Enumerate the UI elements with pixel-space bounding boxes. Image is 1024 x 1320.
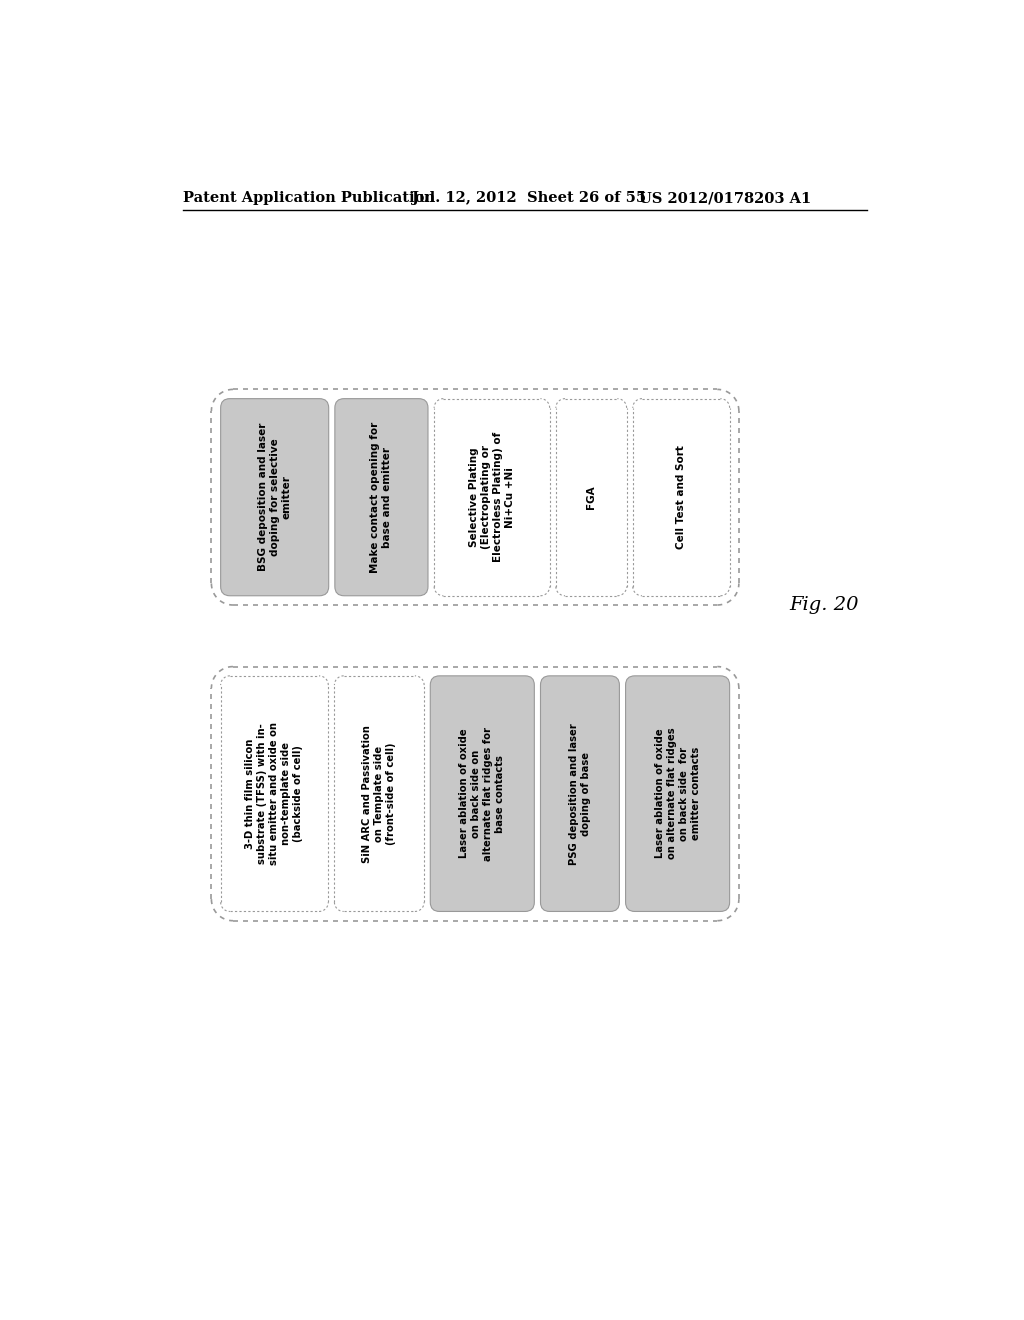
Text: Laser ablation of oxide
on alternate flat ridges
on back side  for
emitter conta: Laser ablation of oxide on alternate fla… (654, 727, 700, 859)
Text: Make contact opening for
base and emitter: Make contact opening for base and emitte… (371, 421, 392, 573)
Text: PSG deposition and laser
doping of base: PSG deposition and laser doping of base (569, 723, 591, 865)
FancyBboxPatch shape (541, 676, 620, 911)
Text: US 2012/0178203 A1: US 2012/0178203 A1 (639, 191, 811, 206)
FancyBboxPatch shape (626, 676, 730, 911)
Text: FGA: FGA (586, 486, 596, 510)
Text: Selective Plating
(Electroplating or
Electroless Plating) of
Ni+Cu +Ni: Selective Plating (Electroplating or Ele… (469, 432, 515, 562)
Text: 3-D thin film silicon
substrate (TFSS) with in-
situ emitter and oxide on
non-te: 3-D thin film silicon substrate (TFSS) w… (246, 722, 303, 865)
Text: Laser ablation of oxide
on back side on
alternate flat ridges for
base contacts: Laser ablation of oxide on back side on … (460, 726, 505, 861)
Text: Patent Application Publication: Patent Application Publication (183, 191, 435, 206)
FancyBboxPatch shape (430, 676, 535, 911)
FancyBboxPatch shape (335, 399, 428, 595)
Text: SiN ARC and Passivation
on Template side
(front-side of cell): SiN ARC and Passivation on Template side… (362, 725, 396, 862)
Text: Jul. 12, 2012  Sheet 26 of 55: Jul. 12, 2012 Sheet 26 of 55 (412, 191, 646, 206)
FancyBboxPatch shape (220, 399, 329, 595)
Text: BSG deposition and laser
doping for selective
emitter: BSG deposition and laser doping for sele… (258, 422, 292, 572)
Text: Fig. 20: Fig. 20 (788, 597, 858, 614)
Text: Cell Test and Sort: Cell Test and Sort (676, 445, 686, 549)
